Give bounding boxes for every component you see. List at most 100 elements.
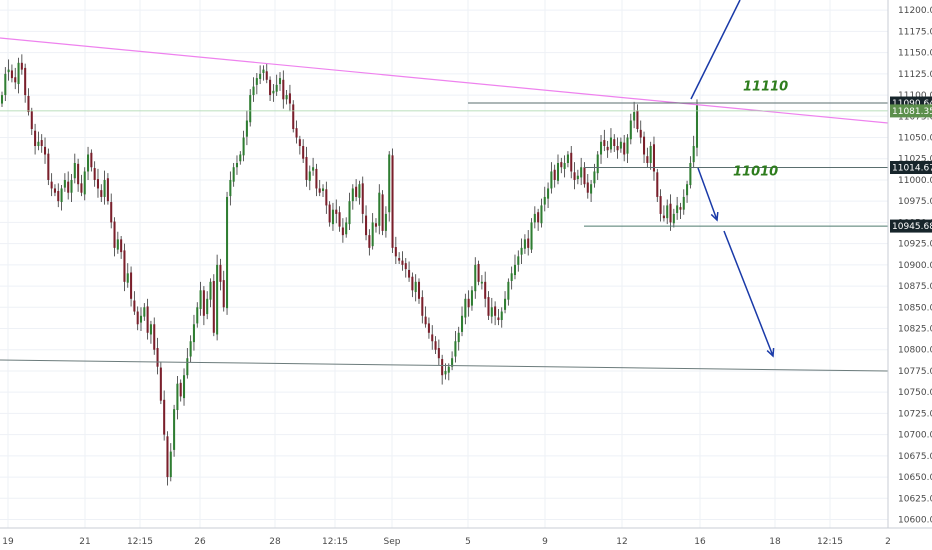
- time-axis[interactable]: 19 21 12:15 26 28 12:15 Sep 5 9 12 16 18 12:15 2: [2, 537, 891, 547]
- candle-body: [17, 62, 20, 85]
- candle-body: [460, 315, 464, 332]
- x-tick-label: 12:15: [817, 537, 843, 547]
- candle-body: [682, 196, 685, 210]
- candle-body: [692, 146, 695, 163]
- candle-body: [424, 316, 427, 325]
- candle-body: [90, 152, 93, 168]
- candle-body: [513, 264, 517, 276]
- candle-body: [659, 196, 662, 214]
- x-tick-label: 2: [885, 537, 891, 547]
- candle-body: [523, 239, 526, 249]
- candle-body: [457, 332, 460, 343]
- candle-body: [470, 290, 473, 306]
- x-tick-label: 5: [465, 537, 471, 547]
- candle-body: [103, 179, 106, 197]
- candle-body: [70, 179, 73, 193]
- candle-body: [626, 137, 629, 154]
- candle-body: [427, 323, 430, 333]
- candle-body: [265, 71, 268, 80]
- candle-body: [63, 179, 66, 188]
- candle-body: [10, 70, 13, 79]
- candle-body: [411, 276, 414, 291]
- candle-body: [550, 171, 553, 189]
- candle-body: [67, 181, 70, 193]
- y-tick-label: 10725.00: [898, 409, 932, 419]
- candle-body: [133, 300, 136, 312]
- x-tick-label: 9: [542, 537, 548, 547]
- candle-body: [662, 215, 665, 219]
- candle-body: [278, 78, 282, 85]
- projection-arrow-down-long[interactable]: [723, 230, 775, 358]
- candle-body: [510, 273, 513, 281]
- candle-body: [60, 188, 63, 203]
- candle-body: [166, 436, 169, 478]
- candle-body: [182, 375, 186, 399]
- projection-arrows[interactable]: [690, 0, 775, 358]
- resistance-trendline[interactable]: [0, 37, 889, 124]
- candle-body: [136, 311, 139, 325]
- candle-body: [467, 298, 470, 308]
- candle-body: [285, 95, 288, 100]
- y-tick-label: 10750.00: [898, 388, 932, 398]
- candle-body: [606, 146, 609, 151]
- candle-body: [629, 120, 632, 140]
- x-tick-label: 12:15: [322, 537, 348, 547]
- y-tick-label: 10600.00: [898, 516, 932, 526]
- candle-body: [226, 196, 229, 309]
- candle-body: [259, 73, 262, 79]
- x-tick-label: 18: [769, 537, 781, 547]
- candle-body: [348, 201, 351, 225]
- y-tick-label: 11175.00: [898, 27, 932, 37]
- candle-body: [394, 247, 397, 257]
- candle-body: [24, 67, 27, 96]
- y-tick-label: 10775.00: [898, 367, 932, 377]
- price-tag-label: 11014.67: [892, 164, 932, 174]
- candle-body: [163, 399, 166, 435]
- candle-body: [173, 409, 176, 450]
- candle-body: [189, 341, 192, 357]
- annotation-11010: 11010: [733, 164, 778, 179]
- candle-body: [613, 139, 616, 147]
- candle-body: [451, 358, 454, 367]
- candle-body: [679, 207, 682, 210]
- candle-body: [355, 186, 358, 197]
- candle-body: [321, 188, 325, 191]
- candle-body: [159, 367, 162, 401]
- candle-body: [156, 348, 159, 367]
- projection-arrow-down-short[interactable]: [697, 167, 719, 222]
- candle-body: [391, 155, 394, 248]
- candle-body: [553, 169, 556, 180]
- candle-body: [126, 273, 129, 283]
- candle-body: [351, 188, 354, 202]
- candle-body: [143, 307, 146, 317]
- candle-body: [239, 154, 242, 162]
- candle-body: [636, 110, 639, 130]
- candle-body: [609, 137, 612, 150]
- price-tag: [890, 219, 932, 233]
- candle-body: [153, 324, 156, 350]
- candle-body: [487, 297, 490, 316]
- candle-body: [308, 171, 311, 181]
- candle-body: [282, 79, 285, 100]
- y-tick-label: 11150.00: [898, 49, 932, 59]
- projection-arrow-up[interactable]: [690, 0, 741, 100]
- candle-body: [543, 196, 546, 205]
- candle-body: [398, 258, 401, 261]
- y-tick-label: 11200.00: [898, 6, 932, 16]
- candle-body: [540, 205, 543, 224]
- candle-body: [639, 129, 642, 138]
- candle-body: [669, 203, 672, 223]
- support-line[interactable]: [0, 359, 889, 372]
- candle-body: [34, 130, 37, 147]
- y-tick-label: 10700.00: [898, 431, 932, 441]
- candle-body: [269, 79, 272, 96]
- candle-body: [414, 281, 417, 293]
- y-tick-label: 10900.00: [898, 261, 932, 271]
- candle-body: [480, 281, 483, 284]
- price-tag: [890, 104, 932, 118]
- candle-body: [504, 298, 507, 310]
- candle-body: [656, 172, 659, 197]
- y-tick-label: 10675.00: [898, 452, 932, 462]
- candle-body: [666, 205, 669, 219]
